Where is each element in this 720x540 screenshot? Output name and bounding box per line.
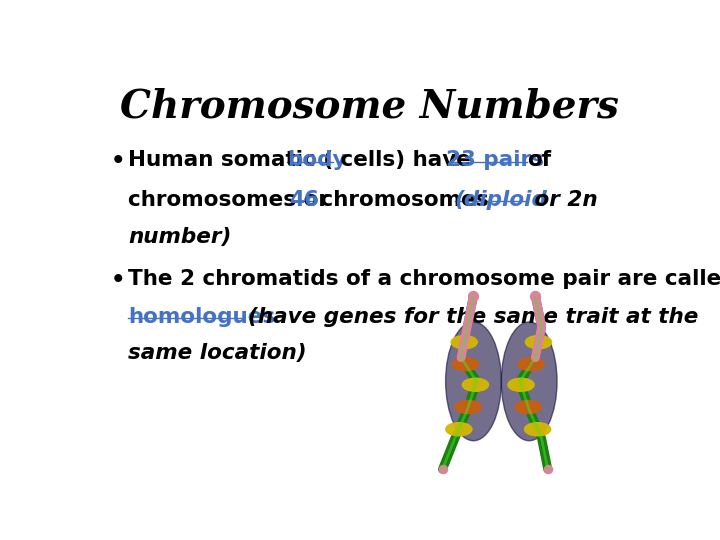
Text: Chromosome Numbers: Chromosome Numbers	[120, 87, 618, 126]
Ellipse shape	[516, 401, 541, 414]
Text: number): number)	[128, 227, 231, 247]
Text: same location): same location)	[128, 343, 307, 363]
Ellipse shape	[446, 423, 472, 436]
Text: The 2 chromatids of a chromosome pair are called: The 2 chromatids of a chromosome pair ar…	[128, 268, 720, 288]
Text: cells) have: cells) have	[333, 150, 478, 170]
Ellipse shape	[462, 378, 489, 392]
Text: or 2n: or 2n	[526, 190, 597, 210]
Ellipse shape	[455, 401, 481, 414]
Text: Human somatic (: Human somatic (	[128, 150, 333, 170]
Ellipse shape	[451, 335, 477, 349]
Text: (diploid: (diploid	[454, 190, 547, 210]
Text: body: body	[287, 150, 346, 170]
Ellipse shape	[526, 335, 552, 349]
Ellipse shape	[525, 423, 551, 436]
Text: (have genes for the same trait at the: (have genes for the same trait at the	[248, 307, 698, 327]
Text: 23 pairs: 23 pairs	[446, 150, 552, 170]
Text: •: •	[111, 150, 126, 173]
Ellipse shape	[446, 322, 501, 441]
Text: 46: 46	[289, 190, 320, 210]
Ellipse shape	[452, 357, 479, 371]
Text: of: of	[528, 150, 552, 170]
Text: chromosomes or: chromosomes or	[128, 190, 336, 210]
Ellipse shape	[518, 357, 544, 371]
Ellipse shape	[508, 378, 534, 392]
Text: •: •	[111, 268, 126, 292]
Ellipse shape	[501, 322, 557, 441]
Text: chromosomes: chromosomes	[312, 190, 496, 210]
Text: homologues: homologues	[128, 307, 275, 327]
